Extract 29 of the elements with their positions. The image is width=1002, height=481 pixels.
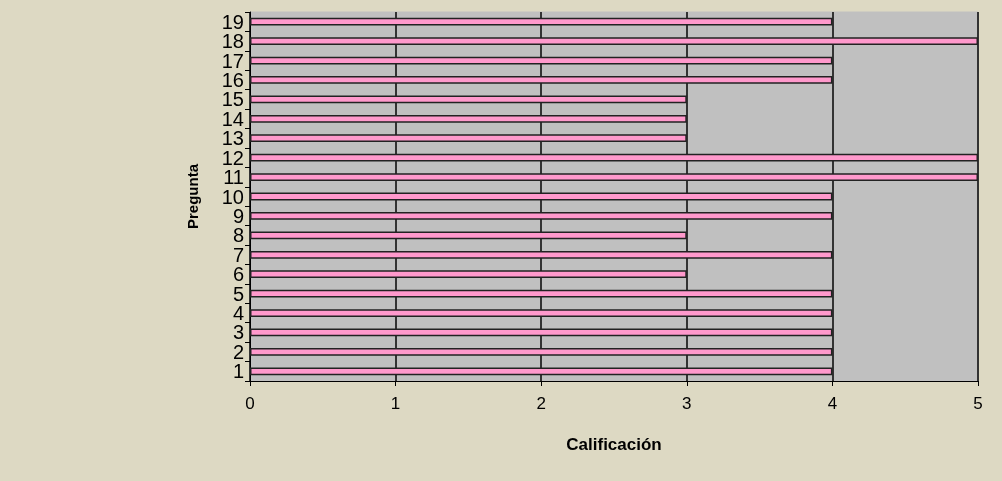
y-axis-title: Pregunta — [184, 163, 201, 230]
bar — [250, 173, 978, 181]
bar — [250, 328, 833, 337]
bar — [250, 212, 833, 220]
bar — [250, 347, 833, 356]
x-axis-title: Calificación — [566, 435, 662, 454]
bar — [250, 270, 687, 279]
y-tick-label: 19 — [221, 10, 244, 33]
bar — [250, 250, 833, 259]
bar — [250, 95, 687, 104]
bar — [250, 114, 687, 123]
x-tick-label: 3 — [682, 394, 692, 413]
y-tick-label: 1 — [232, 360, 244, 383]
bar — [250, 367, 833, 376]
bar — [250, 134, 687, 143]
x-tick-label: 4 — [827, 394, 838, 413]
bar — [250, 76, 833, 84]
bar — [250, 17, 833, 26]
bar — [250, 309, 833, 317]
bar — [250, 289, 833, 298]
x-tick-label: 0 — [245, 394, 255, 413]
bar — [250, 153, 978, 162]
bar — [250, 56, 833, 65]
x-tick-label: 1 — [390, 394, 401, 413]
bar — [250, 192, 833, 201]
x-tick-label: 2 — [536, 394, 546, 413]
x-tick-label: 5 — [973, 394, 983, 413]
bar — [250, 37, 978, 46]
bar — [250, 231, 687, 240]
